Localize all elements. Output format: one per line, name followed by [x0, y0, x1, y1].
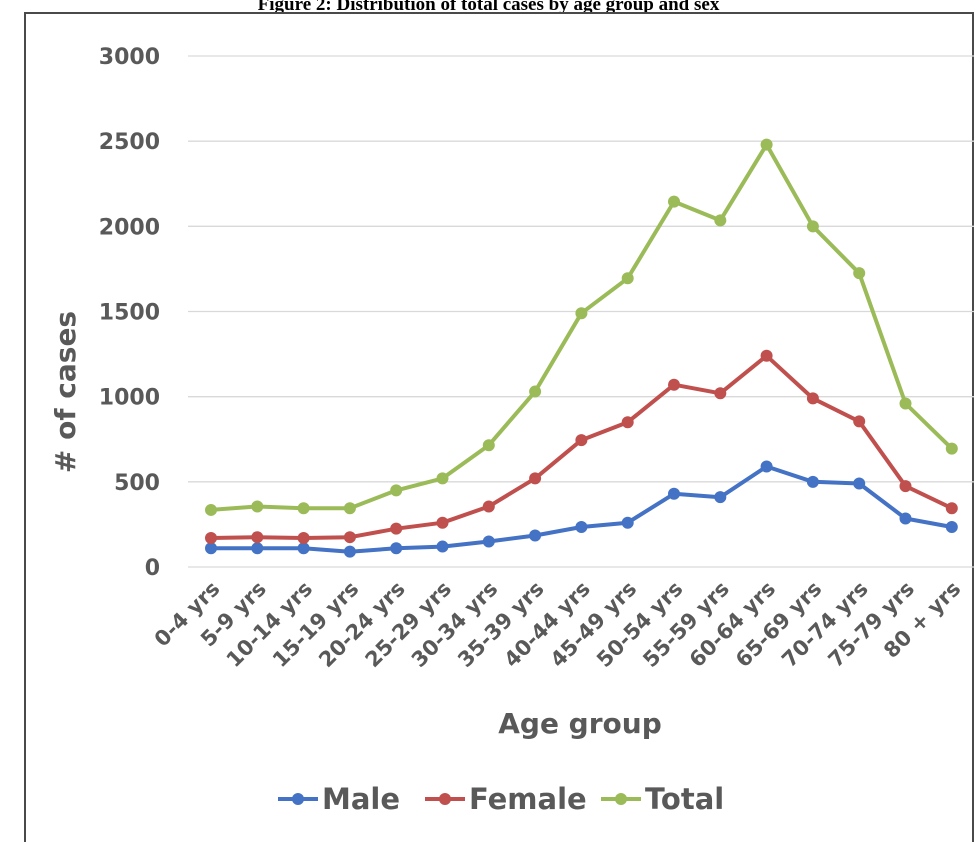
legend-marker-male [292, 793, 304, 805]
data-point-female [436, 516, 449, 529]
data-point-female [251, 531, 264, 544]
data-point-female [343, 531, 356, 544]
data-point-female [297, 532, 310, 545]
data-point-total [436, 472, 449, 485]
data-point-male [482, 535, 495, 548]
x-axis-title: Age group [498, 707, 662, 740]
data-point-total [390, 484, 403, 497]
data-point-male [529, 529, 542, 542]
data-point-male [714, 491, 727, 504]
y-tick-label: 2000 [99, 215, 160, 240]
legend-label-female: Female [469, 782, 587, 816]
data-point-male [853, 477, 866, 490]
legend: Male Female Total [278, 782, 724, 816]
data-point-total [297, 502, 310, 515]
data-point-total [621, 272, 634, 285]
data-point-male [343, 545, 356, 558]
data-point-female [899, 480, 912, 493]
data-point-male [575, 520, 588, 533]
series-line-female [210, 353, 953, 540]
data-point-female [760, 349, 773, 362]
data-point-male [621, 516, 634, 529]
data-point-male [390, 542, 403, 555]
data-point-total [714, 214, 727, 227]
legend-marker-total [615, 793, 627, 805]
y-tick-label: 1000 [99, 386, 160, 411]
y-tick-label: 500 [114, 471, 160, 496]
y-tick-label: 0 [145, 556, 160, 581]
data-point-male [899, 512, 912, 525]
data-point-male [806, 475, 819, 488]
y-tick-label: 2500 [99, 130, 160, 155]
data-point-male [945, 520, 958, 533]
data-point-total [343, 502, 356, 515]
data-point-male [760, 460, 773, 473]
series-points [205, 138, 958, 558]
data-point-male [251, 542, 264, 555]
data-point-female [945, 502, 958, 515]
legend-label-total: Total [645, 782, 724, 816]
legend-marker-female [439, 793, 451, 805]
series-lines [210, 142, 954, 554]
data-point-female [390, 522, 403, 535]
data-point-total [205, 503, 217, 516]
data-point-total [668, 195, 680, 208]
data-point-total [899, 397, 912, 410]
data-point-male [205, 542, 217, 555]
data-point-total [251, 500, 264, 513]
chart-frame [24, 12, 974, 842]
data-point-female [806, 392, 819, 405]
data-point-total [575, 307, 588, 320]
data-point-male [436, 540, 449, 553]
data-point-male [668, 487, 680, 500]
legend-label-male: Male [322, 782, 400, 816]
data-point-total [806, 220, 819, 233]
data-point-female [205, 532, 217, 545]
chart-title: Figure 2: Distribution of total cases by… [257, 0, 720, 15]
data-point-total [945, 442, 958, 455]
data-point-female [575, 434, 588, 447]
data-point-male [297, 542, 310, 555]
data-point-total [853, 267, 866, 280]
data-point-female [621, 416, 634, 429]
data-point-female [714, 387, 727, 400]
data-point-female [668, 378, 680, 391]
y-tick-label: 1500 [99, 301, 160, 326]
y-tick-labels: 0 500 1000 1500 2000 2500 3000 [99, 45, 160, 581]
y-tick-label: 3000 [99, 45, 160, 70]
data-point-female [853, 415, 866, 428]
y-axis-title: # of cases [49, 311, 82, 473]
data-point-female [482, 500, 495, 513]
data-point-total [529, 385, 542, 398]
data-point-total [482, 439, 495, 452]
data-point-female [529, 472, 542, 485]
data-point-total [760, 138, 773, 151]
series-line-total [210, 142, 954, 512]
